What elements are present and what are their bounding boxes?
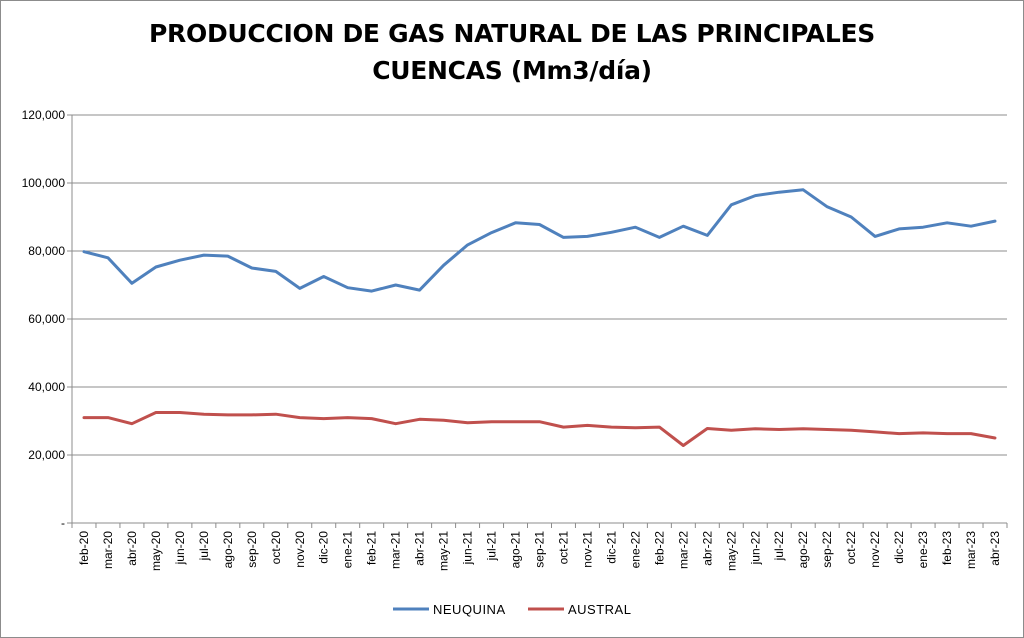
chart-title: PRODUCCION DE GAS NATURAL DE LAS PRINCIP… — [149, 19, 875, 85]
x-tick-label: abr-21 — [413, 531, 427, 566]
x-tick-label: jul-20 — [197, 531, 211, 562]
x-tick-label: abr-23 — [988, 531, 1002, 566]
x-tick-label: dic-21 — [604, 531, 618, 564]
axes — [67, 114, 1008, 528]
x-tick-label: sep-20 — [245, 531, 259, 568]
x-tick-label: abr-20 — [125, 531, 139, 566]
x-tick-label: may-21 — [437, 531, 451, 571]
y-tick-label: 80,000 — [28, 244, 65, 258]
gridlines — [72, 114, 1007, 456]
y-tick-label: 20,000 — [28, 448, 65, 462]
x-tick-label: dic-22 — [892, 531, 906, 564]
x-tick-label: nov-20 — [293, 531, 307, 568]
x-tick-label: jul-21 — [485, 531, 499, 562]
y-tick-label: - — [61, 516, 65, 530]
legend-label-austral: AUSTRAL — [568, 602, 631, 617]
x-tick-label: abr-22 — [700, 531, 714, 566]
x-tick-label: ene-23 — [916, 531, 930, 569]
x-axis-tick-labels: feb-20 mar-20 abr-20 may-20 jun-20 jul-20 ago-… — [77, 531, 1002, 571]
x-tick-label: oct-22 — [844, 531, 858, 565]
x-tick-label: oct-21 — [556, 531, 570, 565]
series-line-neuquina — [82, 188, 997, 293]
x-tick-label: nov-22 — [868, 531, 882, 568]
x-tick-label: jun-20 — [173, 531, 187, 566]
x-tick-label: may-20 — [149, 531, 163, 571]
x-tick-label: oct-20 — [269, 531, 283, 565]
series-line-austral — [82, 411, 997, 447]
x-tick-label: ene-22 — [628, 531, 642, 569]
x-tick-label: feb-21 — [365, 531, 379, 565]
x-tick-label: sep-22 — [820, 531, 834, 568]
x-tick-label: may-22 — [724, 531, 738, 571]
legend: NEUQUINA AUSTRAL — [393, 602, 631, 617]
x-tick-label: sep-21 — [533, 531, 547, 568]
y-tick-label: 40,000 — [28, 380, 65, 394]
x-tick-label: jun-21 — [461, 531, 475, 566]
x-tick-label: feb-23 — [940, 531, 954, 565]
x-tick-label: feb-20 — [77, 531, 91, 565]
x-tick-label: ene-21 — [341, 531, 355, 569]
x-tick-label: dic-20 — [317, 531, 331, 564]
x-tick-label: jun-22 — [748, 531, 762, 566]
x-tick-label: ago-22 — [796, 531, 810, 569]
series-lines — [82, 188, 997, 447]
x-tick-label: jul-22 — [772, 531, 786, 562]
x-tick-label: mar-21 — [389, 531, 403, 569]
x-tick-label: mar-23 — [964, 531, 978, 569]
y-axis-tick-labels: - 20,000 40,000 60,000 80,000 100,000 120,000 — [22, 108, 66, 530]
y-tick-label: 120,000 — [22, 108, 66, 122]
x-tick-label: nov-21 — [580, 531, 594, 568]
y-tick-label: 100,000 — [22, 176, 66, 190]
x-tick-label: ago-21 — [509, 531, 523, 569]
legend-label-neuquina: NEUQUINA — [433, 602, 506, 617]
x-tick-label: feb-22 — [652, 531, 666, 565]
x-tick-label: mar-22 — [676, 531, 690, 569]
x-tick-label: ago-20 — [221, 531, 235, 569]
x-tick-label: mar-20 — [101, 531, 115, 569]
y-tick-label: 60,000 — [28, 312, 65, 326]
